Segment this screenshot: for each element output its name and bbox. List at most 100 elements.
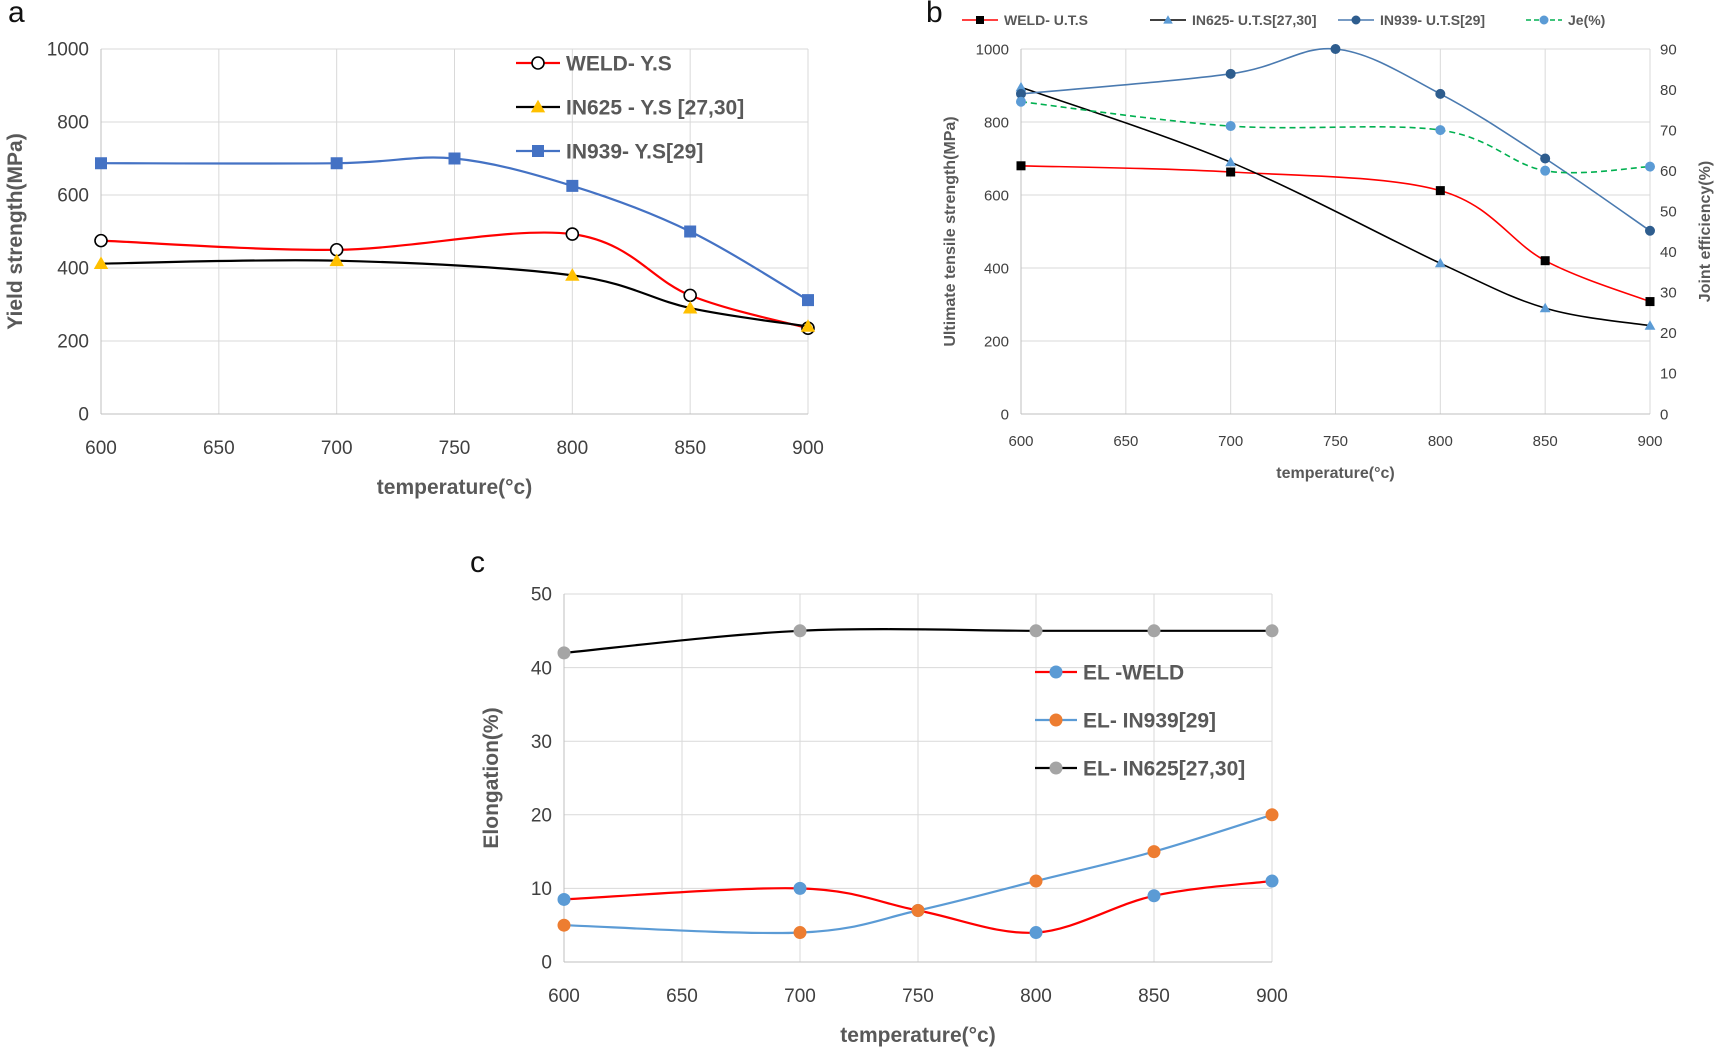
data-point xyxy=(1147,624,1161,638)
y2-tick-label: 10 xyxy=(1660,366,1677,383)
legend: WELD- U.T.S IN625- U.T.S[27,30] IN939- U.T… xyxy=(962,12,1605,28)
legend-label: EL- IN625[27,30] xyxy=(1083,757,1245,780)
y2-tick-label: 60 xyxy=(1660,163,1677,180)
x-tick-label: 750 xyxy=(439,438,471,459)
data-point xyxy=(557,892,571,906)
data-point xyxy=(1015,81,1027,92)
panel-letter-a: a xyxy=(8,0,25,29)
x-tick-label: 600 xyxy=(85,438,117,459)
x-tick-label: 800 xyxy=(1020,986,1052,1007)
series-line xyxy=(100,156,809,302)
y-tick-label: 600 xyxy=(984,187,1009,204)
data-point xyxy=(566,179,579,192)
legend-marker xyxy=(532,145,544,157)
data-point xyxy=(1540,165,1551,176)
x-axis-title: temperature(°c) xyxy=(840,1024,995,1047)
legend-label: Je(%) xyxy=(1568,12,1605,28)
data-point xyxy=(1029,624,1043,638)
y-tick-label: 30 xyxy=(531,732,552,753)
legend-label: WELD- Y.S xyxy=(566,52,672,75)
x-tick-label: 750 xyxy=(902,986,934,1007)
legend-marker xyxy=(1049,713,1063,727)
data-point xyxy=(1029,926,1043,940)
legend-label: IN625 - Y.S [27,30] xyxy=(566,96,744,119)
x-tick-label: 600 xyxy=(1008,433,1033,450)
y-axis-title: Ultimate tensile strength(MPa) xyxy=(942,116,959,346)
data-point xyxy=(1330,44,1341,54)
data-point xyxy=(800,319,816,332)
y-tick-label: 40 xyxy=(531,658,552,679)
legend-item: EL- IN939[29] xyxy=(1035,709,1216,732)
x-tick-label: 900 xyxy=(1637,433,1662,450)
legend-label: IN625- U.T.S[27,30] xyxy=(1192,12,1317,28)
x-tick-label: 900 xyxy=(792,438,824,459)
legend-label: IN939- U.T.S[29] xyxy=(1380,12,1485,28)
y2-tick-label: 40 xyxy=(1660,244,1677,261)
y-tick-label: 800 xyxy=(984,114,1009,131)
legend-label: WELD- U.T.S xyxy=(1004,12,1088,28)
data-point xyxy=(1225,121,1236,132)
data-point xyxy=(1644,320,1656,330)
data-point xyxy=(1147,845,1161,859)
x-tick-label: 600 xyxy=(548,986,580,1007)
data-point xyxy=(93,256,109,270)
legend-marker xyxy=(1351,15,1361,25)
legend-marker xyxy=(1049,761,1063,775)
x-tick-label: 750 xyxy=(1323,433,1348,450)
legend-label: EL- IN939[29] xyxy=(1083,709,1216,732)
y2-tick-label: 80 xyxy=(1660,82,1677,99)
legend-label: EL -WELD xyxy=(1083,661,1184,684)
chart-panel-a: a 600 650 700 750 800 850 900 0 200 400 600 800 1000… xyxy=(0,0,840,520)
y-tick-label: 200 xyxy=(984,333,1009,350)
y-tick-label: 0 xyxy=(541,953,552,974)
data-point xyxy=(682,300,698,314)
series-4 xyxy=(1016,96,1655,176)
data-point xyxy=(1225,156,1237,167)
series-2 xyxy=(557,808,1279,940)
data-point xyxy=(793,881,807,895)
x-tick-label: 850 xyxy=(674,438,706,459)
chart-c-svg: 600 650 700 750 800 850 900 0 10 20 30 40 50 temperat… xyxy=(480,585,1288,1047)
y-tick-label: 200 xyxy=(57,332,89,353)
y2-tick-label: 30 xyxy=(1660,285,1677,302)
series-2 xyxy=(93,253,816,332)
data-point xyxy=(1265,624,1279,638)
legend-item: IN625- U.T.S[27,30] xyxy=(1150,12,1317,28)
chart-b-svg: 600 650 700 750 800 850 900 0 200 400 600 800 1000 0 1… xyxy=(942,12,1714,482)
series-3 xyxy=(557,624,1279,660)
series-line xyxy=(100,259,809,328)
data-point xyxy=(94,233,108,248)
y-tick-label: 50 xyxy=(531,585,552,606)
data-point xyxy=(1265,808,1279,822)
series-3 xyxy=(95,152,814,307)
chart-panel-c: c 600 650 700 750 800 850 900 0 10 20 30 40 50 temper… xyxy=(460,546,1320,1050)
x-tick-label: 700 xyxy=(1218,433,1243,450)
legend-item: IN939- U.T.S[29] xyxy=(1338,12,1485,28)
y2-tick-label: 90 xyxy=(1660,41,1677,58)
data-point xyxy=(557,646,571,660)
series-line xyxy=(563,628,1272,654)
y-tick-label: 1000 xyxy=(976,41,1009,58)
x-tick-label: 850 xyxy=(1533,433,1558,450)
data-point xyxy=(1645,161,1655,172)
data-point xyxy=(95,157,107,170)
y-tick-label: 400 xyxy=(984,260,1009,277)
legend-label: IN939- Y.S[29] xyxy=(566,140,703,163)
legend-marker xyxy=(976,16,984,24)
series-line xyxy=(1020,86,1651,327)
data-point xyxy=(1434,257,1446,268)
data-point xyxy=(683,288,697,303)
y-tick-label: 600 xyxy=(57,186,89,207)
legend-item: IN939- Y.S[29] xyxy=(516,140,703,163)
data-point xyxy=(793,624,807,638)
y-tick-label: 1000 xyxy=(47,40,89,61)
data-point xyxy=(911,903,925,917)
series-line xyxy=(1020,165,1651,303)
series-line xyxy=(1020,100,1651,174)
y-axis-title: Yield strength(MPa) xyxy=(4,133,27,329)
data-point xyxy=(802,294,814,307)
y-tick-label: 0 xyxy=(78,405,89,426)
data-point xyxy=(1435,186,1445,196)
legend-item: EL- IN625[27,30] xyxy=(1035,757,1245,780)
data-point xyxy=(557,918,571,932)
